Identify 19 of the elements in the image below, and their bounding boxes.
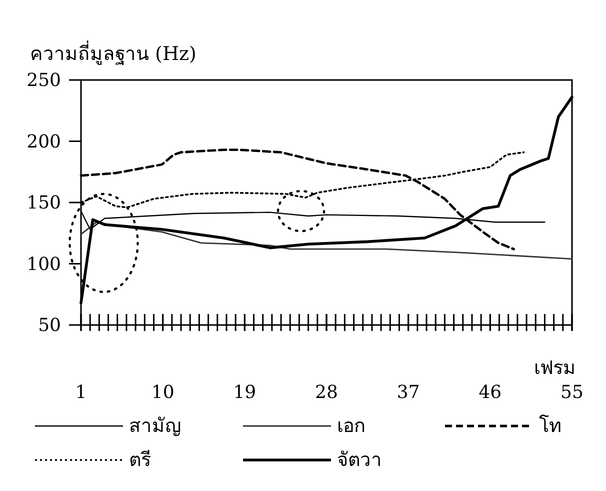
y-tick-label: 250 (26, 70, 61, 91)
x-tick-label: 28 (315, 382, 338, 403)
x-axis-title: เฟรม (534, 357, 576, 379)
legend-label: สามัญ (129, 415, 181, 437)
y-tick-label: 200 (26, 131, 61, 152)
x-tick-label: 46 (478, 382, 502, 403)
y-tick-label: 150 (26, 192, 61, 214)
x-tick-label: 1 (75, 382, 87, 403)
legend-label: จัตวา (337, 449, 382, 471)
x-tick-label: 19 (233, 382, 256, 403)
x-tick-label: 37 (396, 382, 420, 403)
x-tick-label: 10 (151, 382, 174, 403)
y-tick-label: 100 (26, 254, 61, 275)
legend-label: เอก (337, 415, 366, 437)
y-axis-title: ความถี่มูลฐาน (Hz) (30, 40, 196, 65)
y-tick-label: 50 (38, 315, 61, 336)
x-tick-label: 55 (560, 382, 584, 403)
legend-label: โท (539, 414, 562, 437)
legend-label: ตรี (129, 449, 151, 471)
